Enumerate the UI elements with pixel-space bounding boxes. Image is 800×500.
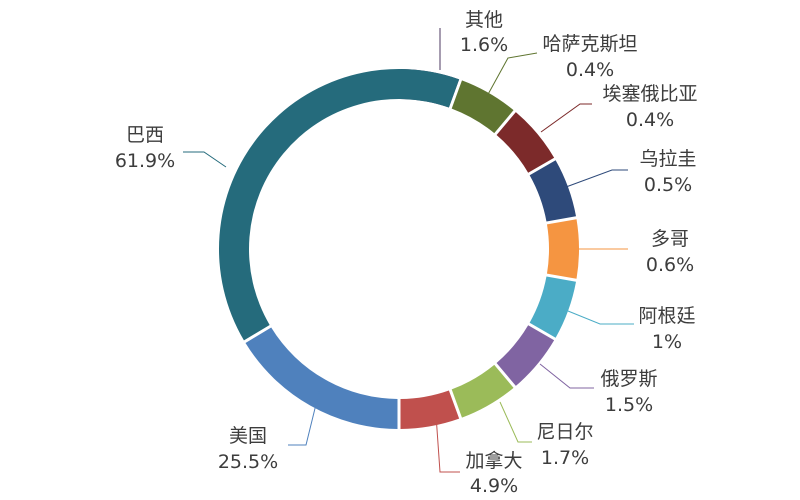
slice-8 <box>451 364 514 418</box>
leader-line <box>540 103 592 133</box>
label-group: 其他1.6% 哈萨克斯坦0.4%埃塞俄比亚0.4%乌拉圭0.5%多哥0.6%阿根廷… <box>115 9 698 497</box>
slice-label: 美国 <box>229 425 267 447</box>
slice-value-label: 25.5% <box>218 451 278 473</box>
slice-7 <box>496 325 555 386</box>
slice-value-label: 0.6% <box>646 254 694 276</box>
slice-value-label: 4.9% <box>470 475 518 497</box>
slice-5 <box>546 219 580 279</box>
slice-4 <box>529 160 576 222</box>
slice-2 <box>451 80 514 134</box>
slice-3 <box>496 112 555 173</box>
slice-label: 多哥 <box>651 228 689 250</box>
slice-10 <box>245 327 398 429</box>
slice-label: 其他 <box>465 9 503 31</box>
slice-value-label: 0.5% <box>644 174 692 196</box>
slice-label: 埃塞俄比亚 <box>602 83 697 105</box>
slice-value-label: 1.5% <box>605 394 653 416</box>
leader-line <box>435 414 460 473</box>
slice-value-label: 1.7% <box>541 447 589 469</box>
slice-label: 巴西 <box>126 124 164 146</box>
slice-value-label: 1.6% <box>460 34 508 56</box>
leader-line <box>288 387 321 446</box>
slice-value-label: 1% <box>652 331 682 353</box>
slice-value-label: 0.4% <box>626 109 674 131</box>
slice-6 <box>529 276 576 338</box>
leader-line <box>183 151 227 168</box>
slice-label: 哈萨克斯坦 <box>542 33 637 55</box>
leader-line <box>499 401 532 443</box>
slice-label: 尼日尔 <box>536 421 593 443</box>
leader-line <box>567 310 634 325</box>
slice-label: 俄罗斯 <box>600 368 657 390</box>
leader-line-group <box>183 28 634 473</box>
leader-line <box>539 363 594 389</box>
slice-label: 加拿大 <box>465 449 522 472</box>
slice-group <box>218 69 580 429</box>
slice-value-label: 61.9% <box>115 150 175 172</box>
leader-line <box>565 169 628 188</box>
slice-label: 乌拉圭 <box>639 148 696 170</box>
slice-11 <box>218 69 460 341</box>
slice-9 <box>400 390 460 429</box>
leader-line <box>485 52 538 99</box>
slice-value-label: 0.4% <box>566 59 614 81</box>
slice-label: 阿根廷 <box>638 305 695 327</box>
